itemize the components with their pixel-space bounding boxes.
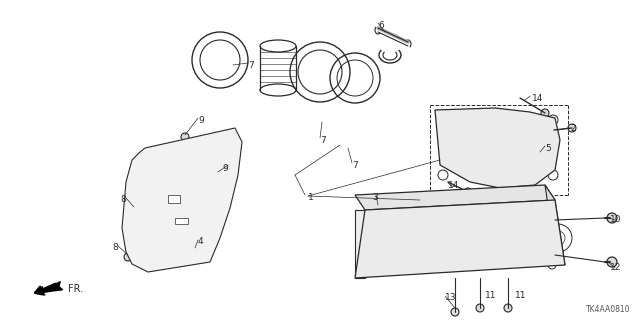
Text: 8: 8: [120, 196, 126, 204]
Circle shape: [607, 257, 617, 267]
Text: 11: 11: [515, 291, 527, 300]
Circle shape: [391, 228, 399, 236]
Text: TK4AA0810: TK4AA0810: [586, 305, 630, 314]
Text: 7: 7: [248, 60, 253, 69]
Text: 3: 3: [372, 193, 378, 202]
Text: 1: 1: [308, 194, 314, 203]
Text: 12: 12: [610, 263, 621, 273]
Text: 7: 7: [352, 161, 358, 170]
Text: 5: 5: [545, 143, 551, 153]
Polygon shape: [168, 195, 180, 203]
Circle shape: [181, 133, 189, 141]
Text: 10: 10: [610, 215, 621, 225]
Circle shape: [607, 213, 617, 223]
Circle shape: [464, 188, 472, 196]
Polygon shape: [355, 200, 565, 278]
Text: FR.: FR.: [68, 284, 83, 294]
Circle shape: [476, 304, 484, 312]
Text: 9: 9: [198, 116, 204, 124]
Polygon shape: [355, 210, 365, 278]
Circle shape: [568, 124, 576, 132]
Text: 6: 6: [378, 20, 384, 29]
Circle shape: [124, 253, 132, 261]
Text: 11: 11: [485, 291, 497, 300]
Text: 4: 4: [198, 237, 204, 246]
Circle shape: [541, 109, 549, 117]
Polygon shape: [435, 108, 560, 188]
Text: 8: 8: [112, 244, 118, 252]
Circle shape: [214, 170, 222, 178]
Circle shape: [446, 228, 454, 236]
Polygon shape: [175, 218, 188, 224]
Text: 9: 9: [222, 164, 228, 172]
Circle shape: [504, 304, 512, 312]
Circle shape: [130, 205, 138, 213]
Text: 13: 13: [445, 293, 456, 302]
Polygon shape: [122, 128, 242, 272]
Text: 7: 7: [320, 135, 326, 145]
Circle shape: [501, 228, 509, 236]
Circle shape: [451, 308, 459, 316]
Text: 14: 14: [532, 93, 543, 102]
Polygon shape: [355, 185, 555, 210]
Text: 2: 2: [570, 124, 575, 132]
Text: 14: 14: [448, 180, 460, 189]
Polygon shape: [545, 185, 565, 265]
